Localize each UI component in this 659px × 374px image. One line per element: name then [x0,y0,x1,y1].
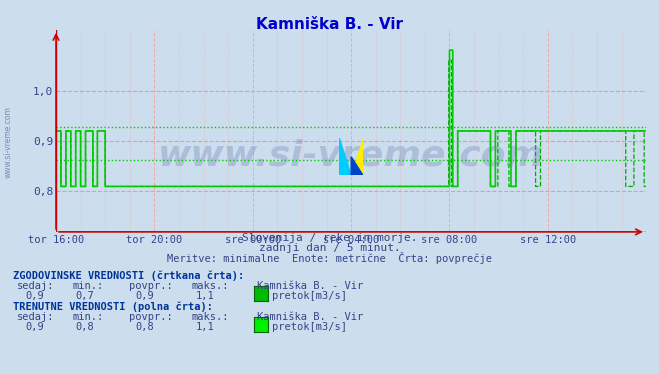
Text: pretok[m3/s]: pretok[m3/s] [272,291,347,301]
Text: pretok[m3/s]: pretok[m3/s] [272,322,347,332]
Text: Meritve: minimalne  Enote: metrične  Črta: povprečje: Meritve: minimalne Enote: metrične Črta:… [167,252,492,264]
Text: 0,8: 0,8 [135,322,154,332]
Polygon shape [351,138,363,175]
Text: Slovenija / reke in morje.: Slovenija / reke in morje. [242,233,417,243]
Text: www.si-vreme.com: www.si-vreme.com [3,106,13,178]
Text: Kamniška B. - Vir: Kamniška B. - Vir [257,281,363,291]
Text: 0,9: 0,9 [25,291,43,301]
Polygon shape [339,138,351,175]
Text: povpr.:: povpr.: [129,281,172,291]
Text: maks.:: maks.: [191,312,229,322]
Text: zadnji dan / 5 minut.: zadnji dan / 5 minut. [258,243,401,253]
Text: min.:: min.: [72,312,103,322]
Polygon shape [351,157,363,175]
Text: 0,9: 0,9 [135,291,154,301]
Text: 0,9: 0,9 [25,322,43,332]
Text: 1,1: 1,1 [196,291,214,301]
Text: TRENUTNE VREDNOSTI (polna črta):: TRENUTNE VREDNOSTI (polna črta): [13,301,213,312]
Text: Kamniška B. - Vir: Kamniška B. - Vir [257,312,363,322]
Text: www.si-vreme.com: www.si-vreme.com [158,138,544,172]
Text: ZGODOVINSKE VREDNOSTI (črtkana črta):: ZGODOVINSKE VREDNOSTI (črtkana črta): [13,270,244,280]
Text: povpr.:: povpr.: [129,312,172,322]
Text: maks.:: maks.: [191,281,229,291]
Text: min.:: min.: [72,281,103,291]
Text: sedaj:: sedaj: [16,281,54,291]
Text: sedaj:: sedaj: [16,312,54,322]
Text: 1,1: 1,1 [196,322,214,332]
Text: 0,8: 0,8 [76,322,94,332]
Text: Kamniška B. - Vir: Kamniška B. - Vir [256,17,403,32]
Text: 0,7: 0,7 [76,291,94,301]
